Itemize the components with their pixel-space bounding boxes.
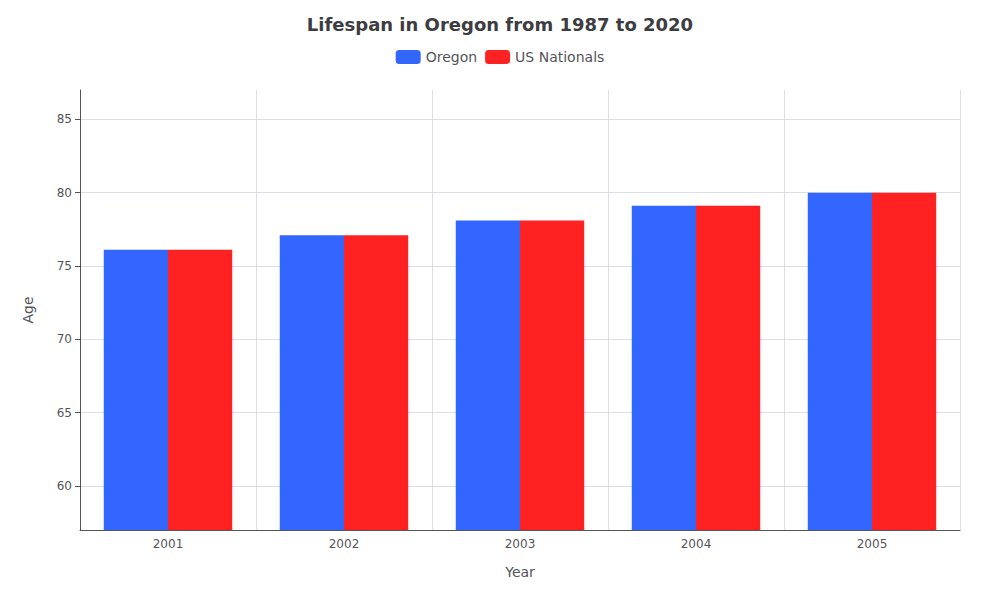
svg-text:Year: Year bbox=[504, 564, 535, 580]
svg-text:2001: 2001 bbox=[153, 537, 184, 551]
svg-text:80: 80 bbox=[57, 186, 72, 200]
svg-text:2002: 2002 bbox=[329, 537, 360, 551]
svg-text:85: 85 bbox=[57, 112, 72, 126]
svg-text:2004: 2004 bbox=[681, 537, 712, 551]
svg-text:Age: Age bbox=[20, 296, 36, 323]
svg-text:70: 70 bbox=[57, 332, 72, 346]
svg-text:Oregon: Oregon bbox=[426, 49, 477, 65]
svg-text:60: 60 bbox=[57, 479, 72, 493]
svg-text:2005: 2005 bbox=[857, 537, 888, 551]
svg-text:75: 75 bbox=[57, 259, 72, 273]
svg-text:65: 65 bbox=[57, 406, 72, 420]
svg-text:US Nationals: US Nationals bbox=[515, 49, 604, 65]
svg-text:2003: 2003 bbox=[505, 537, 536, 551]
svg-text:Lifespan in Oregon from 1987 t: Lifespan in Oregon from 1987 to 2020 bbox=[307, 14, 693, 35]
